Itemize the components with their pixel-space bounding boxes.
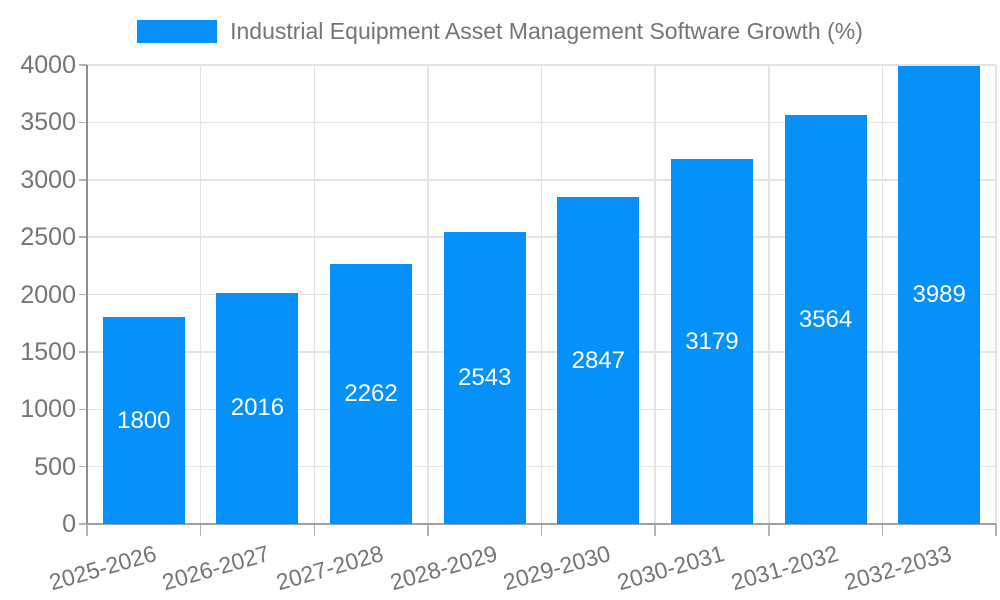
y-axis-label: 4000 (20, 51, 76, 79)
bar (557, 197, 640, 524)
y-tick (79, 179, 87, 181)
x-tick (199, 524, 202, 536)
bar (670, 159, 753, 524)
y-axis-line (86, 65, 88, 524)
x-axis-label: 2032-2033 (841, 540, 955, 596)
y-tick (79, 465, 87, 468)
bar (898, 66, 981, 524)
x-axis-label: 2025-2026 (46, 540, 159, 596)
y-tick (79, 236, 87, 238)
x-gridline (540, 65, 543, 524)
x-gridline (654, 65, 656, 524)
bar-value-label: 2543 (457, 364, 512, 392)
bar (216, 292, 299, 524)
y-axis-label: 2000 (20, 280, 76, 309)
x-tick (540, 524, 543, 536)
x-axis-label: 2031-2032 (727, 540, 841, 596)
y-axis-label: 2500 (20, 223, 76, 252)
x-tick (86, 524, 88, 536)
bar (102, 317, 185, 524)
bar-value-label: 1800 (117, 406, 171, 434)
x-tick (654, 524, 656, 536)
x-gridline (768, 65, 770, 524)
bar-value-label: 2847 (571, 346, 625, 374)
y-axis-label: 3500 (20, 108, 76, 137)
y-tick (79, 523, 87, 525)
y-axis-label: 1000 (20, 395, 76, 424)
x-axis-label: 2029-2030 (500, 540, 614, 596)
x-tick (995, 524, 997, 536)
y-axis-label: 0 (62, 510, 76, 538)
bar-value-label: 3179 (685, 327, 739, 355)
x-axis-label: 2028-2029 (386, 540, 500, 596)
x-gridline (995, 65, 997, 524)
y-axis-label: 1500 (20, 337, 76, 366)
y-axis-label: 500 (34, 452, 76, 481)
bar-value-label: 2262 (344, 380, 398, 408)
x-gridline (427, 65, 429, 524)
bar (784, 115, 867, 524)
bar-value-label: 3989 (912, 281, 966, 309)
y-tick (79, 408, 87, 410)
x-axis-label: 2027-2028 (273, 540, 387, 596)
y-axis-label: 3000 (20, 165, 76, 194)
bar-value-label: 3564 (798, 305, 853, 333)
x-tick (313, 524, 315, 536)
x-axis-line (87, 523, 996, 525)
bar-value-label: 2016 (230, 394, 285, 422)
x-tick (881, 524, 884, 536)
x-gridline (313, 65, 315, 524)
y-tick (79, 64, 87, 66)
x-axis-label: 2030-2031 (614, 540, 728, 596)
x-tick (768, 524, 770, 536)
bar (330, 264, 413, 524)
y-tick (79, 293, 87, 296)
legend-swatch (137, 20, 218, 43)
legend-label: Industrial Equipment Asset Management So… (230, 18, 863, 44)
x-tick (427, 524, 429, 536)
x-axis-label: 2026-2027 (159, 540, 273, 596)
bar (443, 232, 526, 524)
y-tick (79, 351, 87, 353)
y-tick (79, 121, 87, 124)
legend: Industrial Equipment Asset Management So… (0, 18, 1000, 45)
x-gridline (881, 65, 884, 524)
x-gridline (199, 65, 202, 524)
